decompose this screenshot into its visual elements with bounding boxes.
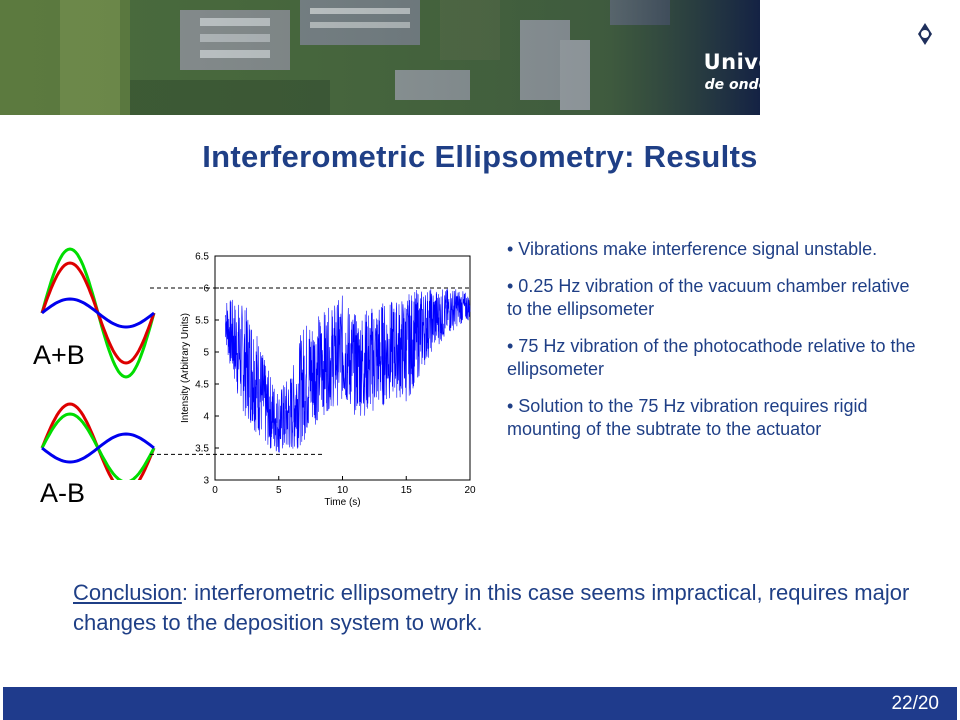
wave-red-diff (40, 402, 156, 480)
y-tick-label: 6 (203, 284, 209, 295)
y-axis-label: Intensity (Arbitrary Units) (180, 313, 191, 423)
x-tick-label: 10 (337, 485, 349, 496)
intensity-plot: 0 5 10 15 20 3 3.5 4 4.5 5 5.5 6 6.5 Time (s) Intensit… (150, 252, 476, 508)
bullet-item: • Vibrations make interference signal un… (507, 239, 878, 259)
label-a-plus-b: A+B (33, 340, 85, 370)
conclusion-lead: Conclusion (73, 580, 182, 605)
sum-waves (40, 247, 156, 379)
header-banner: Universiteit Twente de ondernemende univ… (0, 0, 960, 115)
page-number: 22/20 (891, 693, 939, 714)
campus-aerial-photo (0, 0, 760, 115)
conclusion-body: : interferometric ellipsometry in this c… (73, 580, 910, 635)
y-tick-label: 3.5 (195, 444, 209, 455)
wave-blue-sum (41, 297, 155, 329)
university-logo-icon[interactable] (905, 14, 945, 54)
conclusion-text: Conclusion: interferometric ellipsometry… (73, 578, 933, 638)
footer-bar: 22/20 (3, 687, 957, 720)
wave-diagrams (40, 247, 156, 480)
bullet-item: • Solution to the 75 Hz vibration requir… (507, 396, 868, 439)
y-tick-label: 3 (203, 476, 209, 487)
wave-blue-diff (41, 432, 155, 464)
x-tick-label: 15 (401, 485, 413, 496)
slide-title: Interferometric Ellipsometry: Results (202, 139, 758, 174)
y-tick-label: 4 (203, 412, 209, 423)
footer: 22/20 (0, 687, 960, 720)
x-tick-label: 0 (212, 485, 218, 496)
difference-waves (40, 402, 156, 480)
intensity-series-line (224, 288, 471, 453)
x-tick-label: 20 (464, 485, 476, 496)
x-axis-label: Time (s) (324, 497, 360, 508)
label-a-minus-b: A-B (40, 478, 86, 508)
y-tick-label: 6.5 (195, 252, 209, 263)
y-tick-label: 5.5 (195, 316, 209, 327)
y-tick-label: 5 (203, 348, 209, 359)
y-tick-label: 4.5 (195, 380, 209, 391)
bullet-item: • 75 Hz vibration of the photocathode re… (507, 336, 916, 379)
bullet-item: • 0.25 Hz vibration of the vacuum chambe… (507, 276, 910, 319)
university-tagline: de ondernemende universiteit (704, 77, 944, 93)
x-tick-label: 5 (276, 485, 282, 496)
bullet-list: • Vibrations make interference signal un… (507, 238, 927, 455)
university-name: Universiteit Twente (703, 50, 944, 74)
